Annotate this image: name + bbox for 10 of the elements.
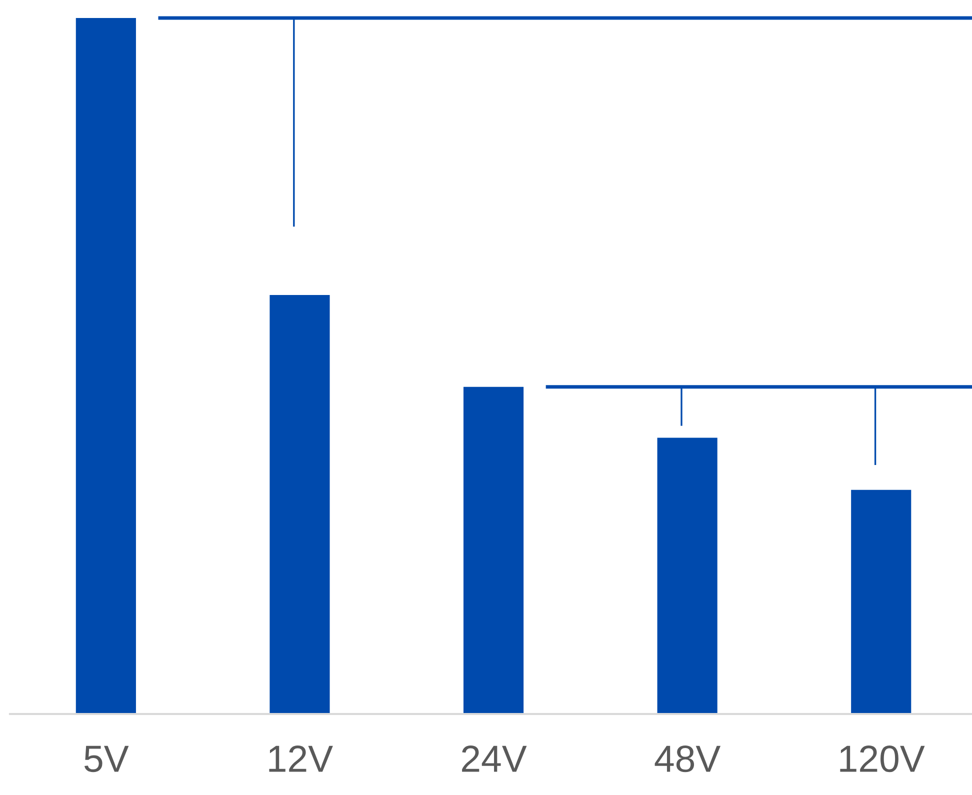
x-tick-label: 24V [462,746,527,772]
x-tick-label: 120V [840,746,925,772]
bar [463,386,524,714]
bar [657,438,718,714]
x-tick-label: 12V [269,746,333,772]
bar [76,18,136,714]
bar [270,295,330,714]
bar [851,490,912,714]
x-tick-label: 5V [84,746,129,772]
x-tick-label: 48V [654,746,721,772]
